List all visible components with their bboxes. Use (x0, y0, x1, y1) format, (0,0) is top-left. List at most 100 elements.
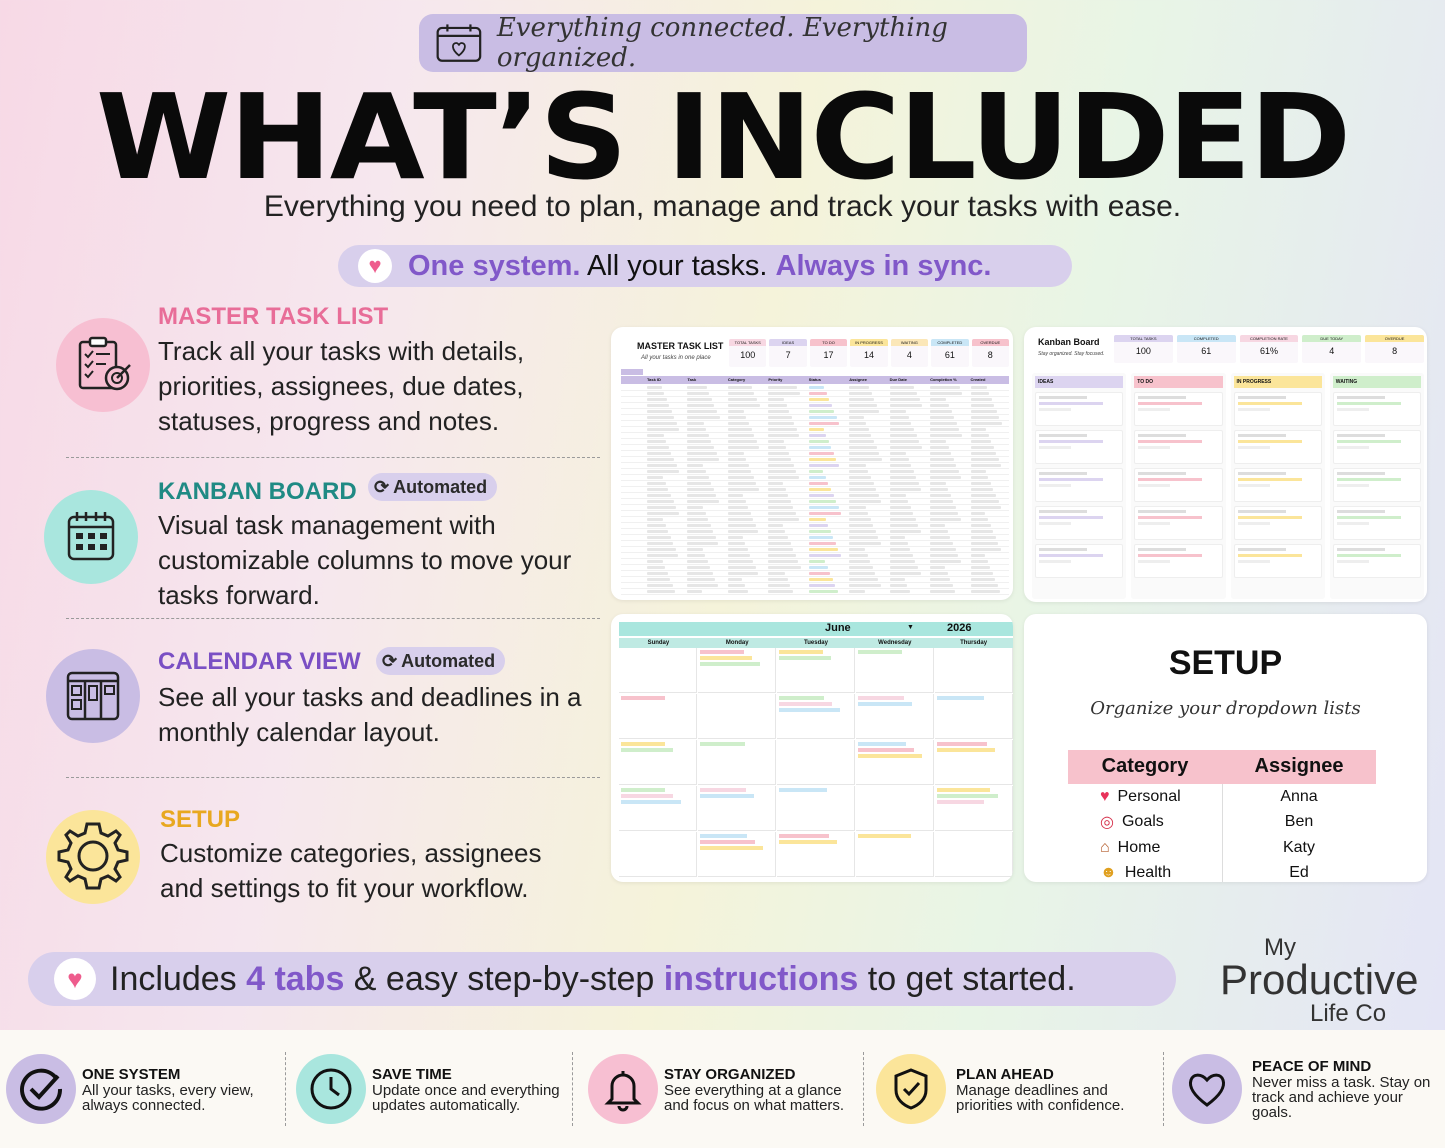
assignee-cell: Katy (1282, 838, 1315, 856)
stat-label: DUE TODAY (1302, 335, 1362, 342)
table-cell (969, 433, 1009, 438)
table-cell (645, 523, 685, 528)
card-line (1237, 434, 1286, 437)
card-line (1039, 472, 1088, 475)
cell-fill (727, 590, 748, 593)
table-cell (928, 481, 968, 486)
cell-fill (647, 398, 667, 401)
cell-fill (889, 386, 915, 389)
card-line (1039, 510, 1088, 513)
table-row (621, 523, 1009, 529)
cell-fill (889, 392, 917, 395)
table-cell (847, 385, 887, 390)
cell-fill (768, 404, 787, 407)
table-cell (928, 553, 968, 558)
table-cell (726, 457, 766, 462)
card-line (1336, 408, 1369, 411)
assignee-cell: Anna (1280, 787, 1318, 805)
cell-fill (727, 494, 744, 497)
table-cell (847, 481, 887, 486)
sync-part1: One system. (408, 249, 581, 282)
table-cell (726, 391, 766, 396)
table-cell (766, 385, 806, 390)
cell-fill (849, 566, 873, 569)
cell-fill (970, 392, 990, 395)
cell-fill (727, 554, 751, 557)
calendar-event (621, 696, 665, 700)
cell-fill (970, 494, 996, 497)
table-cell (726, 475, 766, 480)
table-cell (888, 535, 928, 540)
bottom-banner: ♥ Includes 4 tabs & easy step-by-step in… (28, 952, 1176, 1006)
table-row (621, 409, 1009, 415)
table-cell (969, 481, 1009, 486)
table-cell (888, 553, 928, 558)
cell-fill (889, 452, 907, 455)
table-cell (888, 421, 928, 426)
cell-fill (849, 398, 875, 401)
table-cell (645, 421, 685, 426)
cell-fill (808, 524, 829, 527)
cell-fill (727, 566, 756, 569)
table-cell (888, 469, 928, 474)
cell-fill (849, 386, 870, 389)
table-cell (645, 487, 685, 492)
preview-subtitle: Stay organized. Stay focused. (1038, 351, 1105, 357)
automated-badge: ⟳ Automated (376, 647, 506, 675)
cell-fill (970, 518, 988, 521)
table-cell (685, 415, 725, 420)
setup-row: ☻ Health Ed (1068, 861, 1376, 883)
card-line (1039, 402, 1104, 405)
cell-fill (768, 542, 791, 545)
table-cell (685, 451, 725, 456)
table-cell (888, 499, 928, 504)
table-cell (685, 385, 725, 390)
table-cell (969, 475, 1009, 480)
cell-fill (647, 464, 677, 467)
cell-fill (970, 512, 986, 515)
column-header: Priority (768, 377, 783, 382)
card-line (1336, 522, 1369, 525)
cell-fill (768, 452, 789, 455)
cell-fill (768, 506, 794, 509)
cell-fill (647, 512, 679, 515)
cell-fill (687, 482, 712, 485)
table-cell (969, 463, 1009, 468)
row-check (621, 523, 645, 528)
cell-fill (768, 554, 796, 557)
card-line (1039, 478, 1104, 481)
table-cell (726, 517, 766, 522)
cell-fill (849, 524, 874, 527)
cell-fill (647, 536, 671, 539)
table-cell (969, 577, 1009, 582)
cell-fill (768, 398, 784, 401)
row-check (621, 427, 645, 432)
row-check (621, 511, 645, 516)
bottom-p2: 4 tabs (246, 959, 345, 998)
table-cell (645, 475, 685, 480)
table-cell (969, 511, 1009, 516)
stat-card: TOTAL TASKS 100 (1114, 335, 1173, 363)
cell-fill (647, 452, 672, 455)
cell-fill (687, 398, 712, 401)
weekday-label: Wednesday (878, 640, 912, 646)
calendar-event (621, 800, 681, 804)
cell-fill (930, 398, 947, 401)
table-cell (726, 553, 766, 558)
cell-fill (930, 572, 948, 575)
cell-fill (970, 578, 996, 581)
brand-name: Productive (1220, 956, 1419, 1003)
stat-value: 4 (1329, 346, 1335, 356)
card-line (1237, 548, 1286, 551)
table-cell (766, 493, 806, 498)
table-row (621, 571, 1009, 577)
table-cell (726, 463, 766, 468)
benefit-title: SAVE TIME (372, 1065, 452, 1083)
row-check (621, 397, 645, 402)
calendar-event (700, 834, 747, 838)
table-cell (685, 439, 725, 444)
table-cell (928, 391, 968, 396)
benefit-desc: Never miss a task. Stay on track and ach… (1252, 1074, 1431, 1121)
table-cell (685, 445, 725, 450)
stat-label: IDEAS (769, 339, 807, 346)
